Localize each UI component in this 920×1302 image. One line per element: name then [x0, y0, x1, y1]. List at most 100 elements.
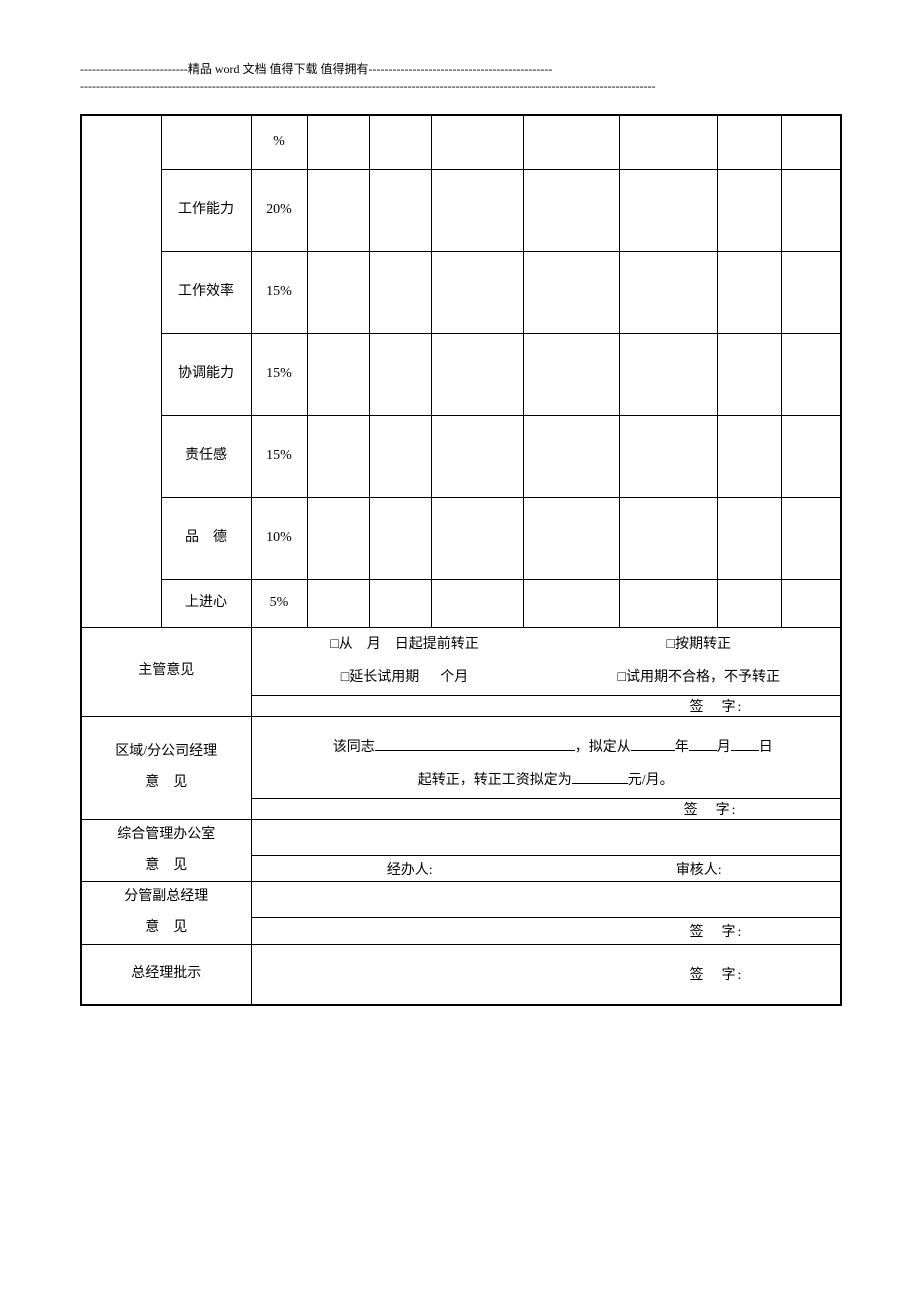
region-manager-label-1: 区域/分公司经理: [82, 737, 251, 768]
header-line-2: ----------------------------------------…: [80, 79, 840, 94]
eval-cell: [619, 251, 717, 333]
eval-row-morality: 品 德 10%: [81, 497, 841, 579]
region-manager-month: 月: [717, 740, 731, 755]
supervisor-sign-label: 签 字:: [689, 700, 743, 715]
eval-cell: [523, 115, 619, 169]
eval-cell: [307, 333, 369, 415]
region-manager-blank-year: [631, 737, 675, 751]
admin-office-content: [251, 819, 841, 855]
eval-cell: [717, 251, 781, 333]
eval-cell: [431, 333, 523, 415]
eval-cat-ambition: 上进心: [161, 579, 251, 627]
eval-cat-morality: 品 德: [161, 497, 251, 579]
eval-cell: [523, 169, 619, 251]
deputy-gm-sign-cell: 签 字:: [251, 918, 841, 945]
eval-cell: [781, 251, 841, 333]
region-manager-line2a: 起转正，转正工资拟定为: [418, 773, 572, 788]
eval-cell: [431, 251, 523, 333]
eval-cell: [619, 333, 717, 415]
eval-cell: [717, 415, 781, 497]
eval-cell: [307, 169, 369, 251]
region-manager-middle: ，拟定从: [575, 740, 631, 755]
eval-cell: [307, 251, 369, 333]
eval-cell: [781, 333, 841, 415]
eval-pct-work-ability: 20%: [251, 169, 307, 251]
region-manager-year: 年: [675, 740, 689, 755]
region-manager-label: 区域/分公司经理 意 见: [81, 716, 251, 819]
eval-pct-coordination: 15%: [251, 333, 307, 415]
region-manager-line1: 该同志，拟定从年月日: [252, 731, 841, 765]
eval-cell: [523, 579, 619, 627]
deputy-gm-row: 分管副总经理 意 见: [81, 882, 841, 918]
eval-cell: [781, 169, 841, 251]
admin-office-sign-cell: 经办人: 审核人:: [251, 855, 841, 882]
eval-pct-first: %: [251, 115, 307, 169]
eval-cat-efficiency: 工作效率: [161, 251, 251, 333]
eval-cell: [781, 579, 841, 627]
eval-cell: [307, 415, 369, 497]
eval-row-coordination: 协调能力 15%: [81, 333, 841, 415]
eval-cell: [717, 497, 781, 579]
deputy-gm-content: [251, 882, 841, 918]
eval-cell: [431, 115, 523, 169]
eval-cell: [431, 169, 523, 251]
supervisor-opt-extend-suffix: 个月: [440, 670, 468, 685]
doc-header: ---------------------------精品 word 文档 值得…: [80, 60, 840, 94]
eval-row-work-ability: 工作能力 20%: [81, 169, 841, 251]
eval-cat-responsibility: 责任感: [161, 415, 251, 497]
eval-cell: [369, 415, 431, 497]
eval-cat-coordination: 协调能力: [161, 333, 251, 415]
admin-office-label: 综合管理办公室 意 见: [81, 819, 251, 882]
eval-cell: [717, 579, 781, 627]
supervisor-content: □从 月 日起提前转正 □按期转正 □延长试用期 个月 □试用期不合格，不予转正: [251, 627, 841, 695]
region-manager-sign-cell: 签 字:: [251, 798, 841, 819]
admin-office-reviewer: 审核人:: [676, 863, 722, 878]
eval-pct-ambition: 5%: [251, 579, 307, 627]
eval-cell: [619, 579, 717, 627]
eval-row-efficiency: 工作效率 15%: [81, 251, 841, 333]
eval-cell: [307, 497, 369, 579]
eval-cell: [781, 497, 841, 579]
eval-cat-blank: [161, 115, 251, 169]
eval-row-responsibility: 责任感 15%: [81, 415, 841, 497]
region-manager-blank-day: [731, 737, 759, 751]
supervisor-opt-fail: □试用期不合格，不予转正: [558, 661, 840, 695]
eval-cell: [619, 497, 717, 579]
eval-cell: [369, 333, 431, 415]
eval-cell: [717, 169, 781, 251]
eval-cell: [369, 251, 431, 333]
eval-cell: [619, 115, 717, 169]
eval-cell: [431, 497, 523, 579]
eval-cat-work-ability: 工作能力: [161, 169, 251, 251]
eval-cell: [717, 333, 781, 415]
admin-office-label-2: 意 见: [82, 851, 251, 882]
eval-cell: [369, 497, 431, 579]
gm-row: 总经理批示 签 字:: [81, 945, 841, 1005]
eval-cell: [781, 115, 841, 169]
eval-cell: [523, 251, 619, 333]
eval-left-spine: [81, 115, 161, 627]
region-manager-row: 区域/分公司经理 意 见 该同志，拟定从年月日 起转正，转正工资拟定为元/月。: [81, 716, 841, 798]
eval-cell: [781, 415, 841, 497]
eval-cell: [523, 333, 619, 415]
eval-row-ambition: 上进心 5%: [81, 579, 841, 627]
supervisor-opt-early: □从 月 日起提前转正: [252, 628, 558, 662]
gm-content: 签 字:: [251, 945, 841, 1005]
gm-label: 总经理批示: [81, 945, 251, 1005]
supervisor-label: 主管意见: [81, 627, 251, 716]
eval-cell: [717, 115, 781, 169]
supervisor-opt-extend: □延长试用期 个月: [252, 661, 558, 695]
eval-cell: [523, 415, 619, 497]
region-manager-line2: 起转正，转正工资拟定为元/月。: [252, 764, 841, 798]
evaluation-form-table: % 工作能力 20% 工作效率 15%: [80, 114, 842, 1006]
admin-office-row: 综合管理办公室 意 见: [81, 819, 841, 855]
deputy-gm-sign-label: 签 字:: [689, 925, 743, 940]
eval-cell: [431, 415, 523, 497]
region-manager-sign-label: 签 字:: [684, 803, 738, 818]
deputy-gm-label: 分管副总经理 意 见: [81, 882, 251, 945]
region-manager-label-2: 意 见: [82, 768, 251, 799]
supervisor-row: 主管意见 □从 月 日起提前转正 □按期转正 □延长试用期 个月 □试用期不合格…: [81, 627, 841, 695]
eval-cell: [619, 169, 717, 251]
deputy-gm-label-1: 分管副总经理: [82, 882, 251, 913]
header-line-1: ---------------------------精品 word 文档 值得…: [80, 60, 840, 77]
